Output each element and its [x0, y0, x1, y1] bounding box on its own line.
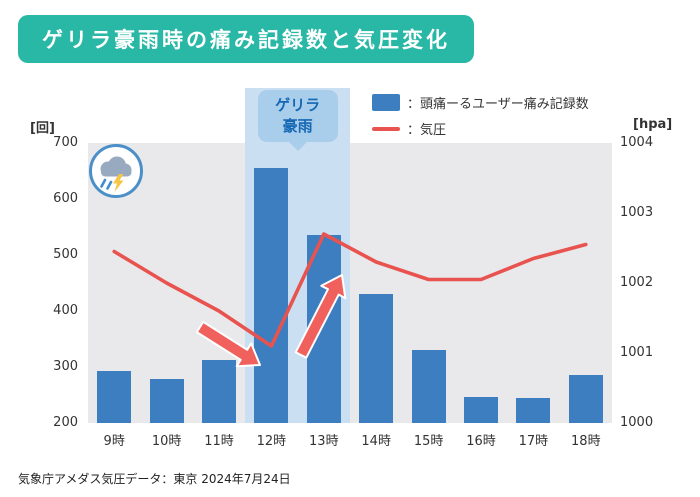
- pressure-rise-arrow: [294, 274, 347, 359]
- right-axis-tick-1001: 1001: [620, 345, 654, 360]
- legend-item-pressure: ：気圧: [372, 118, 589, 139]
- left-axis-unit-label: [回]: [30, 121, 55, 136]
- bar-12時: [254, 168, 289, 423]
- bar-17時: [516, 397, 551, 423]
- rain-lines-icon: [100, 178, 113, 190]
- bar-9時: [97, 371, 132, 423]
- x-axis-label-14時: 14時: [361, 434, 391, 449]
- bar-18時: [568, 375, 603, 423]
- x-axis-label-18時: 18時: [571, 434, 601, 449]
- left-axis-tick-200: 200: [53, 415, 78, 430]
- right-axis-tick-1004: 1004: [620, 135, 654, 150]
- x-axis-label-12時: 12時: [256, 434, 287, 449]
- legend: ：頭痛ーるユーザー痛み記録数 ：気圧: [372, 92, 589, 144]
- x-axis-label-10時: 10時: [151, 434, 182, 449]
- bar-10時: [149, 379, 184, 423]
- legend-item-pain-records: ：頭痛ーるユーザー痛み記録数: [372, 92, 589, 113]
- annotation-arrows: [195, 274, 347, 368]
- left-axis-tick-600: 600: [53, 191, 78, 206]
- lightning-bolt-icon: [113, 174, 124, 192]
- right-axis-tick-1003: 1003: [620, 205, 654, 220]
- x-axis-label-11時: 11時: [204, 434, 234, 449]
- plot-area: ゲリラ豪雨: [88, 88, 612, 423]
- x-axis-label-13時: 13時: [309, 434, 339, 449]
- bar-16時: [464, 396, 498, 423]
- left-axis-tick-400: 400: [53, 303, 78, 318]
- x-axis-label-17時: 17時: [518, 434, 549, 449]
- x-axis-label-16時: 16時: [466, 434, 496, 449]
- bar-series-swatch: [372, 94, 400, 111]
- source-note: 気象庁アメダス気圧データ：東京 2024年7月24日: [18, 472, 291, 486]
- storm-cloud-lightning-icon: [89, 144, 143, 198]
- left-axis-tick-700: 700: [53, 135, 78, 150]
- cloud-shape: [100, 156, 132, 177]
- pressure-line-chart: [112, 232, 588, 348]
- bar-11時: [202, 359, 236, 423]
- left-axis-tick-500: 500: [53, 247, 78, 262]
- bar-14時: [359, 294, 394, 423]
- right-axis-tick-1000: 1000: [620, 415, 654, 430]
- line-series-label: ：気圧: [407, 123, 447, 138]
- x-axis-label-9時: 9時: [103, 434, 125, 449]
- right-axis-tick-1002: 1002: [620, 275, 654, 290]
- bar-15時: [411, 350, 446, 423]
- line-series-swatch: [372, 126, 400, 131]
- x-axis-label-15時: 15時: [413, 434, 444, 449]
- pressure-drop-arrow: [195, 320, 261, 368]
- left-axis-tick-300: 300: [53, 359, 78, 374]
- right-axis-unit-label: [hpa]: [633, 117, 673, 132]
- pressure-line: [112, 232, 588, 348]
- storm-band-label: ゲリラ豪雨: [257, 90, 338, 151]
- page-title: ゲリラ豪雨時の痛み記録数と気圧変化: [18, 15, 474, 63]
- bar-series-label: ：頭痛ーるユーザー痛み記録数: [407, 97, 589, 112]
